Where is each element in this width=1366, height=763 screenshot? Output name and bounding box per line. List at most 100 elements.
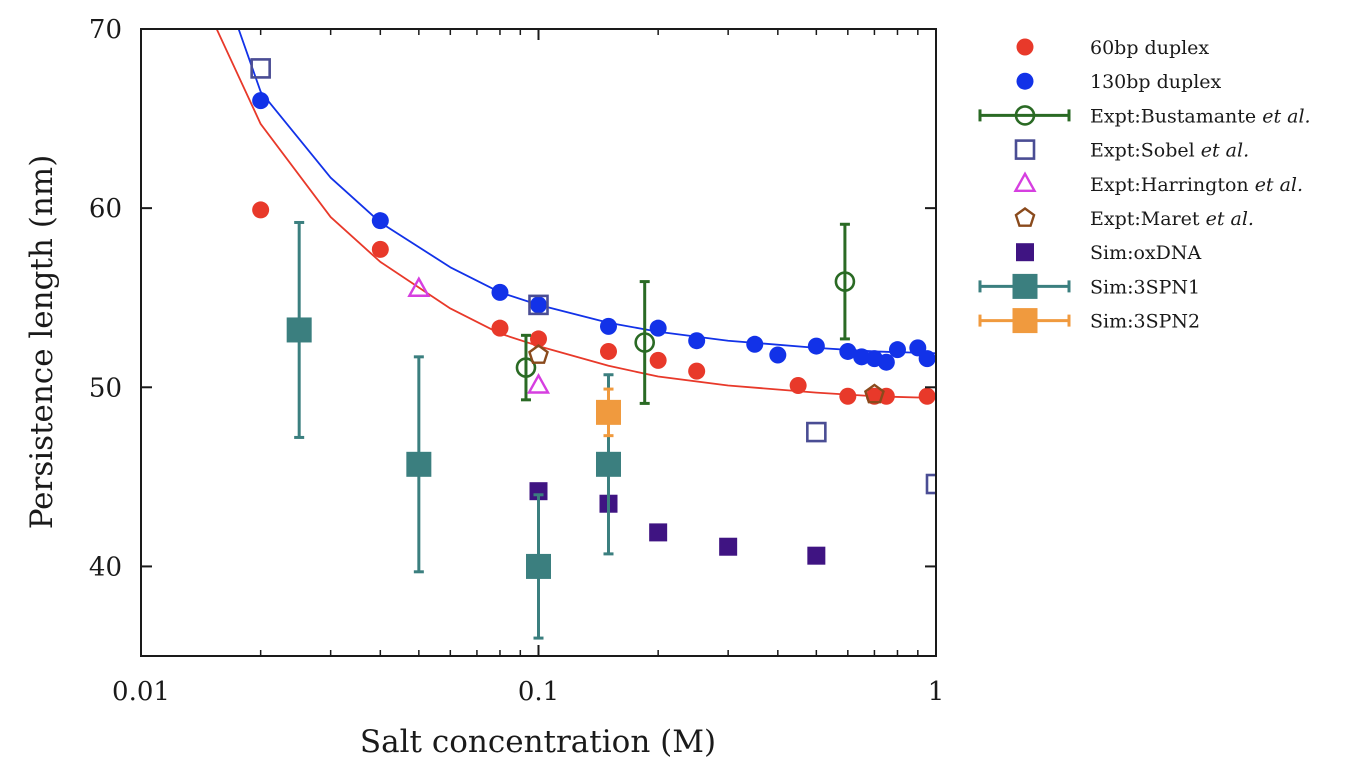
legend-entry-60bp-duplex: 60bp duplex — [1016, 37, 1209, 59]
130bp-duplex-point-7 — [746, 335, 764, 353]
130bp-duplex-point-3 — [530, 296, 547, 314]
60bp-duplex-point-2 — [491, 319, 509, 337]
series-sim-oxdna — [529, 482, 826, 565]
series-expt-bustamante-et-al — [515, 222, 856, 405]
expt-harrington-et-al-point-0 — [407, 276, 431, 297]
sim-oxdna-point-3 — [719, 537, 738, 556]
legend-entry-expt-sobel-et-al: Expt:Sobel et al. — [1014, 139, 1249, 162]
legend-entry-sim-3spn1: Sim:3SPN1 — [978, 273, 1200, 299]
series-expt-sobel-et-al — [250, 58, 936, 495]
legend-label: Expt:Sobel et al. — [1090, 140, 1249, 162]
legend-symbol — [1012, 308, 1038, 334]
legend-entry-130bp-duplex: 130bp duplex — [1016, 71, 1222, 93]
legend-entry-sim-3spn2: Sim:3SPN2 — [978, 308, 1200, 334]
data-marks — [250, 58, 936, 640]
60bp-duplex-point-9 — [865, 387, 883, 405]
sim-3spn1-point-1 — [406, 451, 432, 477]
y-tick-label: 60 — [89, 194, 122, 224]
60bp-duplex-point-7 — [789, 376, 807, 394]
60bp-duplex-point-1 — [371, 240, 389, 258]
series-60bp-duplex — [252, 201, 936, 405]
expt-sobel-et-al-point-0 — [250, 58, 271, 79]
x-tick-label: 0.01 — [112, 677, 170, 707]
expt-bustamante-et-al-error-bar-0 — [520, 333, 531, 402]
legend-label: Sim:3SPN1 — [1090, 276, 1200, 298]
fit-line-60bp-duplex — [215, 29, 936, 399]
130bp-duplex-point-10 — [839, 342, 857, 360]
130bp-duplex-point-5 — [649, 319, 667, 337]
sim-oxdna-point-2 — [649, 523, 668, 542]
expt-harrington-et-al-point-1 — [526, 373, 551, 394]
sim-3spn2-point-0 — [595, 399, 621, 425]
legend-entry-expt-maret-et-al: Expt:Maret et al. — [1014, 207, 1254, 230]
130bp-duplex-point-2 — [491, 283, 509, 301]
130bp-duplex-point-16 — [918, 350, 936, 368]
130bp-duplex-point-11 — [853, 348, 871, 366]
legend-symbol — [1013, 171, 1037, 193]
expt-bustamante-et-al-point-2 — [834, 271, 856, 292]
60bp-duplex-point-8 — [839, 387, 857, 405]
60bp-duplex-point-0 — [252, 201, 270, 219]
130bp-duplex-point-0 — [252, 92, 270, 110]
legend-label: Sim:3SPN2 — [1090, 311, 1200, 333]
60bp-duplex-point-3 — [530, 330, 547, 348]
130bp-duplex-point-4 — [599, 317, 617, 335]
legend-symbol — [1014, 207, 1036, 227]
legend-label: Expt:Maret et al. — [1090, 208, 1254, 230]
130bp-duplex-point-8 — [769, 346, 787, 364]
fit-lines — [215, 29, 936, 399]
legend: 60bp duplex 130bp duplex Expt:Bustamante e… — [978, 37, 1311, 334]
legend-label: Sim:oxDNA — [1090, 242, 1202, 264]
130bp-duplex-point-14 — [888, 341, 906, 359]
expt-sobel-et-al-point-2 — [806, 421, 827, 443]
expt-sobel-et-al-point-3 — [925, 473, 936, 495]
legend-label: 130bp duplex — [1090, 71, 1222, 93]
legend-symbol — [1014, 105, 1036, 126]
legend-entry-expt-harrington-et-al: Expt:Harrington et al. — [1013, 171, 1303, 196]
y-tick-label: 70 — [89, 15, 122, 45]
sim-3spn1-point-2 — [526, 553, 551, 579]
expt-bustamante-et-al-point-0 — [515, 357, 537, 378]
series-130bp-duplex — [252, 92, 936, 371]
130bp-duplex-point-1 — [371, 212, 389, 230]
60bp-duplex-point-6 — [688, 362, 706, 380]
legend-label: Expt:Bustamante et al. — [1090, 105, 1311, 127]
axis-ticks: 0.01 0.1 1 40 50 60 70 — [89, 15, 944, 707]
legend-symbol — [1016, 72, 1034, 90]
x-tick-label: 1 — [928, 677, 945, 707]
series-sim-3spn1 — [286, 220, 621, 640]
sim-oxdna-point-4 — [807, 546, 826, 565]
expt-bustamante-et-al-point-1 — [634, 332, 656, 353]
130bp-duplex-point-9 — [807, 337, 825, 355]
legend-symbol — [1016, 243, 1034, 262]
60bp-duplex-point-4 — [599, 342, 617, 360]
series-sim-3spn2 — [595, 387, 621, 438]
expt-maret-et-al-point-0 — [528, 344, 549, 364]
expt-bustamante-et-al-error-bar-2 — [839, 222, 850, 341]
expt-maret-et-al-point-1 — [863, 383, 885, 404]
x-tick-label: 0.1 — [518, 677, 559, 707]
expt-bustamante-et-al-error-bar-1 — [639, 280, 650, 405]
legend-symbol — [1014, 139, 1036, 160]
fit-line-130bp-duplex — [237, 29, 936, 355]
expt-sobel-et-al-point-1 — [528, 294, 549, 316]
sim-3spn1-point-0 — [286, 317, 312, 343]
legend-symbol — [1012, 273, 1038, 299]
60bp-duplex-point-5 — [649, 351, 667, 369]
legend-symbol — [1016, 38, 1034, 56]
series-expt-maret-et-al — [528, 344, 885, 404]
legend-entry-expt-bustamante-et-al: Expt:Bustamante et al. — [978, 105, 1311, 127]
y-axis-title: Persistence length (nm) — [24, 155, 60, 530]
60bp-duplex-point-11 — [918, 387, 936, 405]
series-expt-harrington-et-al — [407, 276, 551, 394]
legend-entry-sim-oxdna: Sim:oxDNA — [1016, 242, 1202, 264]
y-tick-label: 50 — [89, 373, 122, 403]
y-tick-label: 40 — [89, 552, 122, 582]
sim-3spn1-point-3 — [595, 451, 621, 477]
legend-label: 60bp duplex — [1090, 37, 1209, 59]
x-axis-title: Salt concentration (M) — [360, 724, 716, 760]
130bp-duplex-point-13 — [877, 353, 895, 371]
legend-label: Expt:Harrington et al. — [1090, 174, 1303, 196]
130bp-duplex-point-6 — [688, 332, 706, 350]
